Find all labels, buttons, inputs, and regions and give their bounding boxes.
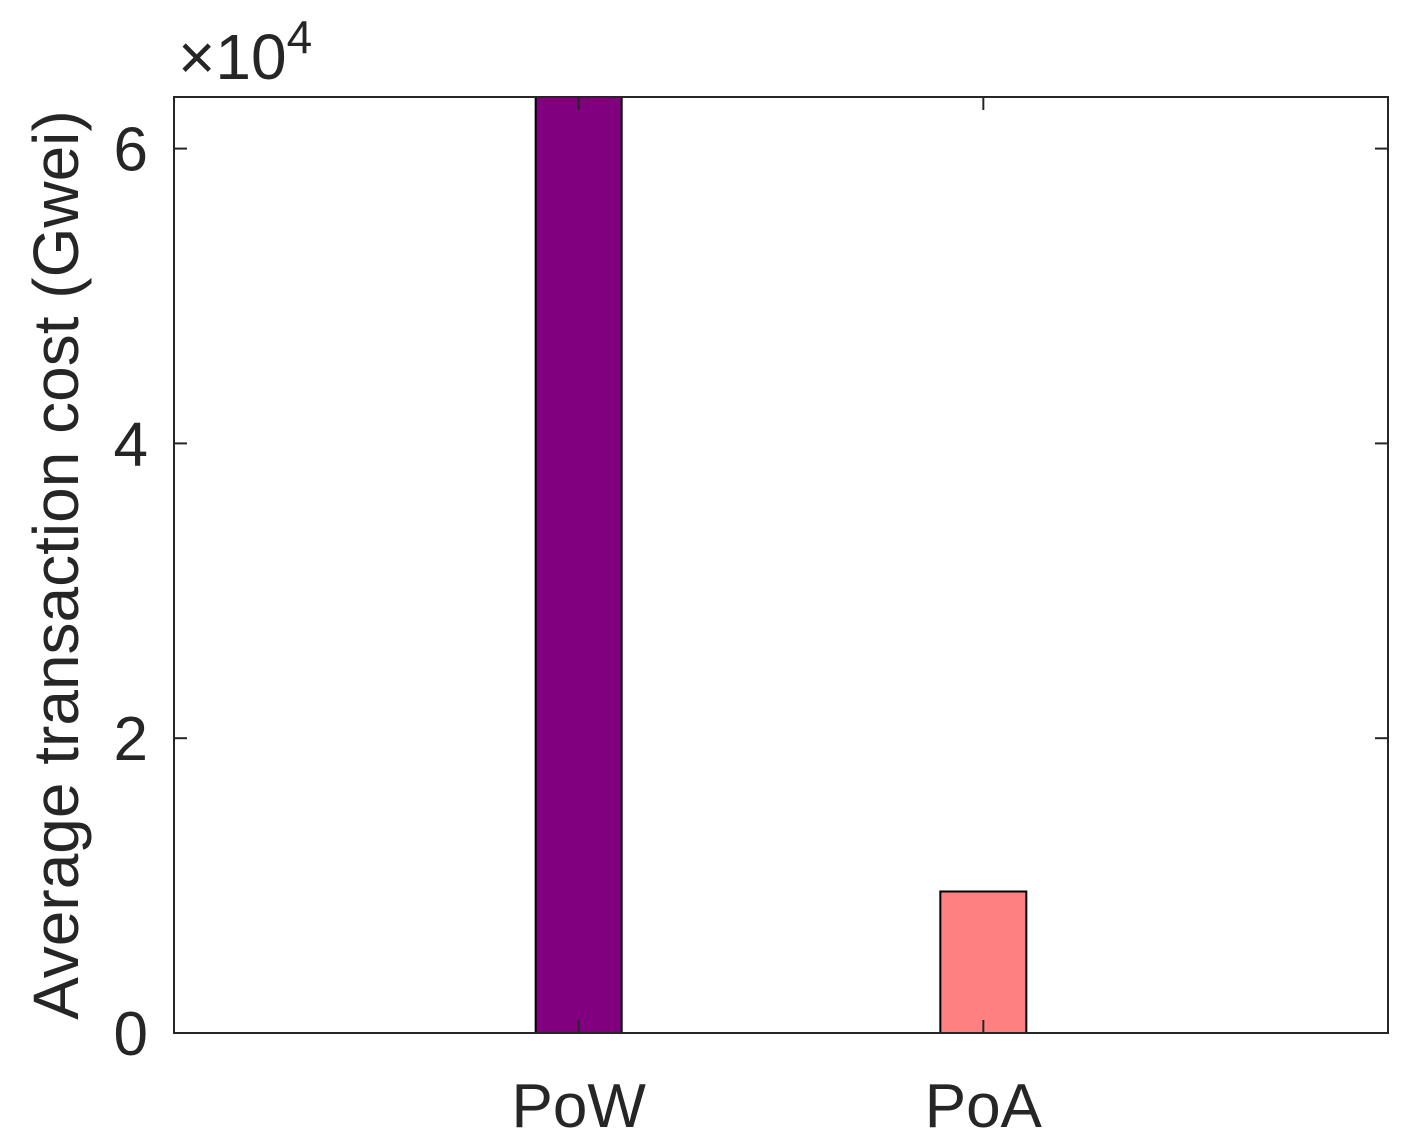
y-tick-label-4: 4 [114, 410, 148, 479]
bars-group [534, 96, 1028, 1035]
y-tick-label-6: 6 [114, 116, 148, 185]
x-tick-label-poa: PoA [925, 1072, 1043, 1141]
y-axis-multiplier: ×104 [178, 11, 312, 93]
x-tick-label-pow: PoW [511, 1072, 646, 1141]
y-tick-label-0: 0 [114, 1000, 148, 1069]
y-tick-label-2: 2 [114, 705, 148, 774]
bar-poa [939, 890, 1028, 1035]
bar-pow [534, 96, 623, 1034]
y-axis-label: Average transaction cost (Gwei) [20, 110, 92, 1019]
y-ticks-group: 0 2 4 6 [114, 116, 1388, 1069]
x-ticks-group: PoW PoA [511, 97, 1043, 1141]
axes-box [173, 96, 1389, 1034]
y-multiplier-exponent: 4 [287, 11, 313, 63]
y-multiplier-base: ×10 [178, 21, 287, 93]
